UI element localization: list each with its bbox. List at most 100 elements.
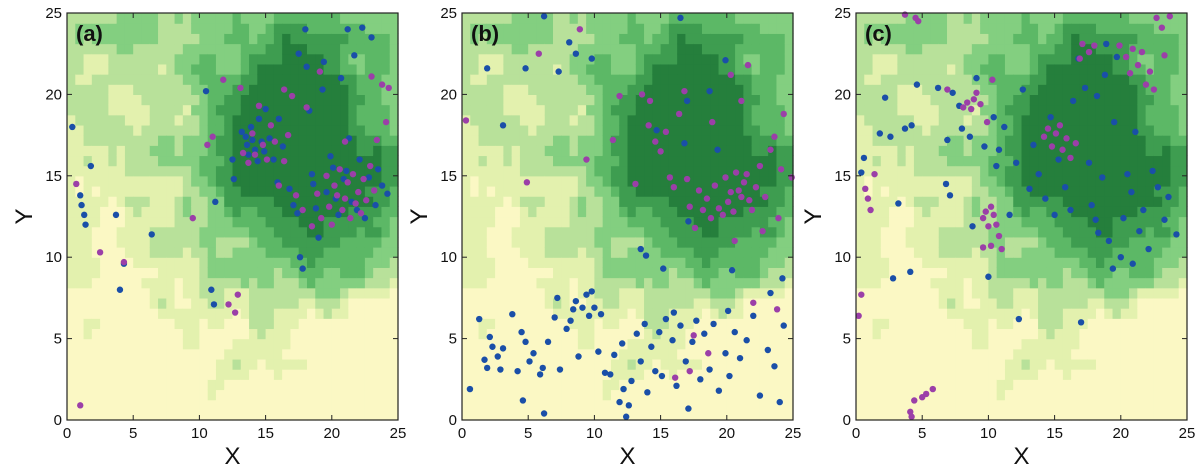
contour-cell xyxy=(897,409,907,421)
contour-cell xyxy=(897,23,907,34)
contour-cell xyxy=(619,175,629,187)
contour-cell xyxy=(561,196,571,207)
contour-cell xyxy=(872,409,882,421)
contour-cell xyxy=(701,277,711,289)
contour-cell xyxy=(240,114,250,126)
contour-cell xyxy=(133,287,143,299)
contour-cell xyxy=(768,226,778,238)
contour-cell xyxy=(635,94,645,106)
contour-cell xyxy=(290,409,300,421)
contour-cell xyxy=(922,257,932,268)
contour-cell xyxy=(83,114,93,126)
contour-cell xyxy=(1112,379,1122,391)
contour-cell xyxy=(963,53,973,65)
contour-cell xyxy=(373,369,383,380)
contour-cell xyxy=(996,379,1006,391)
contour-cell xyxy=(693,389,703,401)
contour-cell xyxy=(768,379,778,391)
contour-cell xyxy=(364,287,374,299)
contour-cell xyxy=(373,53,383,65)
contour-cell xyxy=(602,389,612,401)
contour-cell xyxy=(905,287,915,299)
y-axis-label: Y xyxy=(406,208,433,224)
contour-cell xyxy=(1013,379,1023,391)
contour-cell xyxy=(1087,257,1097,268)
blue-point xyxy=(685,218,692,225)
contour-cell xyxy=(199,216,209,228)
contour-cell xyxy=(996,124,1006,136)
contour-cell xyxy=(124,13,134,24)
contour-cell xyxy=(685,318,695,330)
contour-cell xyxy=(298,297,308,309)
contour-cell xyxy=(511,104,521,116)
contour-cell xyxy=(1120,328,1130,340)
contour-cell xyxy=(768,369,778,380)
contour-cell xyxy=(544,33,554,45)
contour-cell xyxy=(511,175,521,187)
contour-cell xyxy=(635,287,645,299)
contour-cell xyxy=(331,358,341,370)
contour-cell xyxy=(348,33,358,45)
contour-cell xyxy=(364,74,374,85)
contour-cell xyxy=(1079,206,1089,218)
contour-cell xyxy=(91,358,101,370)
contour-cell xyxy=(569,196,579,207)
contour-cell xyxy=(872,145,882,157)
contour-cell xyxy=(889,389,898,401)
contour-cell xyxy=(594,63,604,75)
contour-cell xyxy=(1104,104,1114,116)
contour-cell xyxy=(905,297,915,309)
purple-point xyxy=(771,133,778,140)
contour-cell xyxy=(594,155,604,167)
contour-cell xyxy=(340,389,349,401)
contour-cell xyxy=(955,257,965,268)
contour-cell xyxy=(224,318,234,330)
contour-cell xyxy=(602,23,612,34)
contour-cell xyxy=(1137,165,1147,177)
contour-cell xyxy=(331,104,341,116)
contour-cell xyxy=(1137,145,1147,157)
contour-cell xyxy=(495,114,504,126)
purple-point xyxy=(360,175,367,183)
contour-cell xyxy=(67,33,76,45)
contour-cell xyxy=(759,175,769,187)
contour-cell xyxy=(569,43,579,55)
contour-cell xyxy=(668,33,678,45)
blue-point xyxy=(319,86,326,93)
contour-cell xyxy=(257,399,267,411)
contour-cell xyxy=(108,369,118,380)
contour-cell xyxy=(536,43,546,55)
contour-cell xyxy=(381,348,391,360)
contour-cell xyxy=(718,13,728,24)
contour-cell xyxy=(290,165,300,177)
contour-cell xyxy=(116,267,126,279)
contour-cell xyxy=(356,114,366,126)
contour-cell xyxy=(478,277,488,289)
contour-cell xyxy=(726,389,736,401)
contour-cell xyxy=(652,185,662,197)
contour-cell xyxy=(743,206,753,218)
contour-cell xyxy=(124,277,134,289)
contour-cell xyxy=(191,196,201,207)
contour-cell xyxy=(577,175,587,187)
contour-cell xyxy=(735,135,744,146)
contour-cell xyxy=(922,185,932,197)
contour-cell xyxy=(141,165,151,177)
contour-cell xyxy=(947,358,956,370)
contour-cell xyxy=(701,216,711,228)
contour-cell xyxy=(364,308,374,319)
contour-cell xyxy=(1013,348,1023,360)
contour-cell xyxy=(191,216,201,228)
contour-cell xyxy=(1054,257,1064,268)
contour-cell xyxy=(348,369,358,380)
contour-cell xyxy=(602,84,612,95)
contour-cell xyxy=(215,409,225,421)
contour-cell xyxy=(660,247,670,258)
blue-point xyxy=(570,306,577,313)
contour-cell xyxy=(980,145,990,157)
contour-cell xyxy=(726,226,736,238)
contour-cell xyxy=(373,409,383,421)
contour-cell xyxy=(1129,216,1138,228)
contour-cell xyxy=(503,155,513,167)
contour-cell xyxy=(602,155,612,167)
